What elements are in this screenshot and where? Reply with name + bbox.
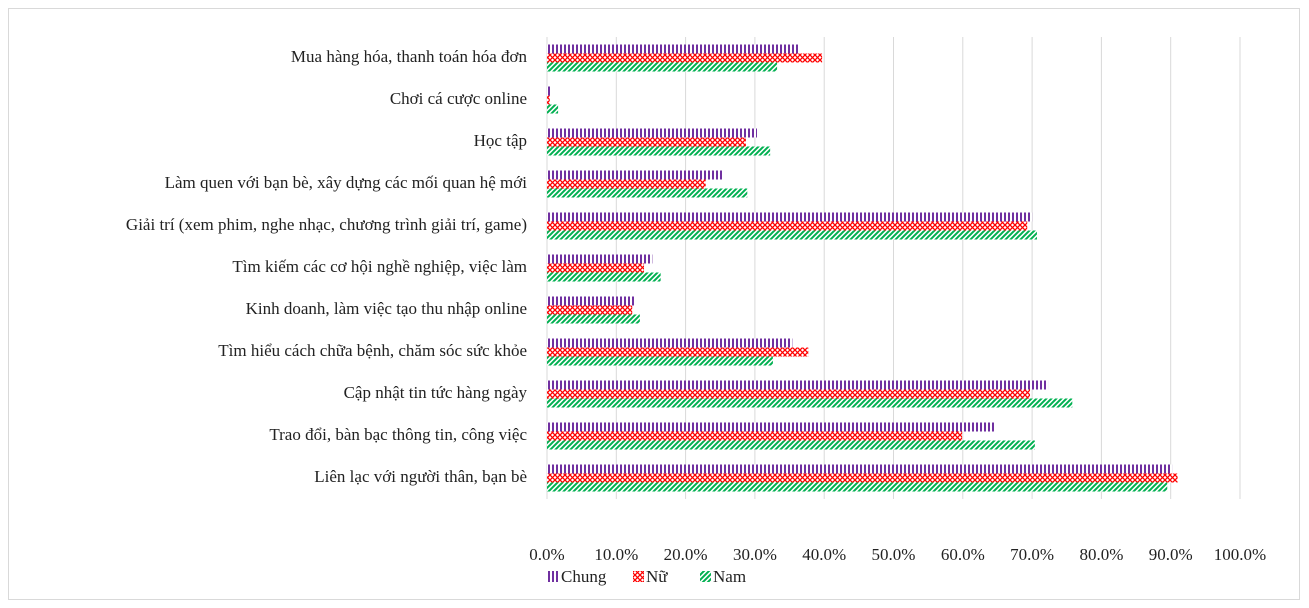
bar [547, 272, 661, 282]
bar [547, 146, 771, 156]
bar [547, 347, 809, 357]
bar [547, 128, 757, 138]
x-tick-label: 10.0% [594, 545, 638, 564]
bar [547, 95, 550, 105]
bar [547, 212, 1033, 222]
bar [547, 431, 963, 441]
x-tick-label: 40.0% [802, 545, 846, 564]
y-tick-label: Tìm kiếm các cơ hội nghề nghiệp, việc là… [232, 257, 527, 276]
bar [547, 314, 640, 324]
x-tick-label: 80.0% [1079, 545, 1123, 564]
legend-label: Nam [713, 567, 746, 586]
bar [547, 188, 748, 198]
legend-swatch [633, 571, 644, 582]
y-tick-label: Trao đổi, bàn bạc thông tin, công việc [269, 425, 527, 444]
x-tick-label: 20.0% [664, 545, 708, 564]
bar [547, 356, 773, 366]
x-tick-label: 50.0% [872, 545, 916, 564]
x-tick-label: 100.0% [1214, 545, 1266, 564]
y-tick-label: Kinh doanh, làm việc tạo thu nhập online [246, 299, 527, 318]
bar [547, 53, 823, 63]
bar [547, 170, 724, 180]
bar [547, 398, 1073, 408]
bar [547, 44, 800, 54]
y-tick-label: Cập nhật tin tức hàng ngày [344, 383, 528, 402]
x-tick-label: 60.0% [941, 545, 985, 564]
bar [547, 179, 706, 189]
bar [547, 86, 552, 96]
bar [547, 338, 793, 348]
bar [547, 104, 559, 114]
y-tick-label: Làm quen với bạn bè, xây dựng các mối qu… [165, 173, 528, 192]
bar [547, 482, 1168, 492]
bar [547, 62, 778, 72]
y-tick-label: Tìm hiểu cách chữa bệnh, chăm sóc sức kh… [218, 341, 527, 360]
bar [547, 137, 746, 147]
chart-frame [8, 8, 1300, 600]
bar [547, 230, 1037, 240]
y-tick-label: Liên lạc với người thân, bạn bè [314, 467, 527, 486]
y-tick-label: Học tập [474, 131, 527, 150]
bar [547, 380, 1049, 390]
legend-label: Chung [561, 567, 607, 586]
bar [547, 464, 1173, 474]
bar [547, 254, 653, 264]
bar [547, 440, 1035, 450]
bar [547, 305, 633, 315]
legend-swatch [700, 571, 711, 582]
y-tick-label: Chơi cá cược online [390, 89, 527, 108]
bar [547, 296, 636, 306]
x-tick-label: 70.0% [1010, 545, 1054, 564]
bar [547, 263, 645, 273]
x-tick-label: 30.0% [733, 545, 777, 564]
bar [547, 221, 1028, 231]
bar [547, 422, 995, 432]
bar [547, 389, 1031, 399]
legend-swatch [548, 571, 559, 582]
legend-label: Nữ [646, 567, 668, 586]
x-tick-label: 0.0% [529, 545, 564, 564]
y-tick-label: Giải trí (xem phim, nghe nhạc, chương tr… [126, 215, 527, 234]
x-tick-label: 90.0% [1149, 545, 1193, 564]
y-tick-label: Mua hàng hóa, thanh toán hóa đơn [291, 47, 528, 66]
bar [547, 473, 1178, 483]
